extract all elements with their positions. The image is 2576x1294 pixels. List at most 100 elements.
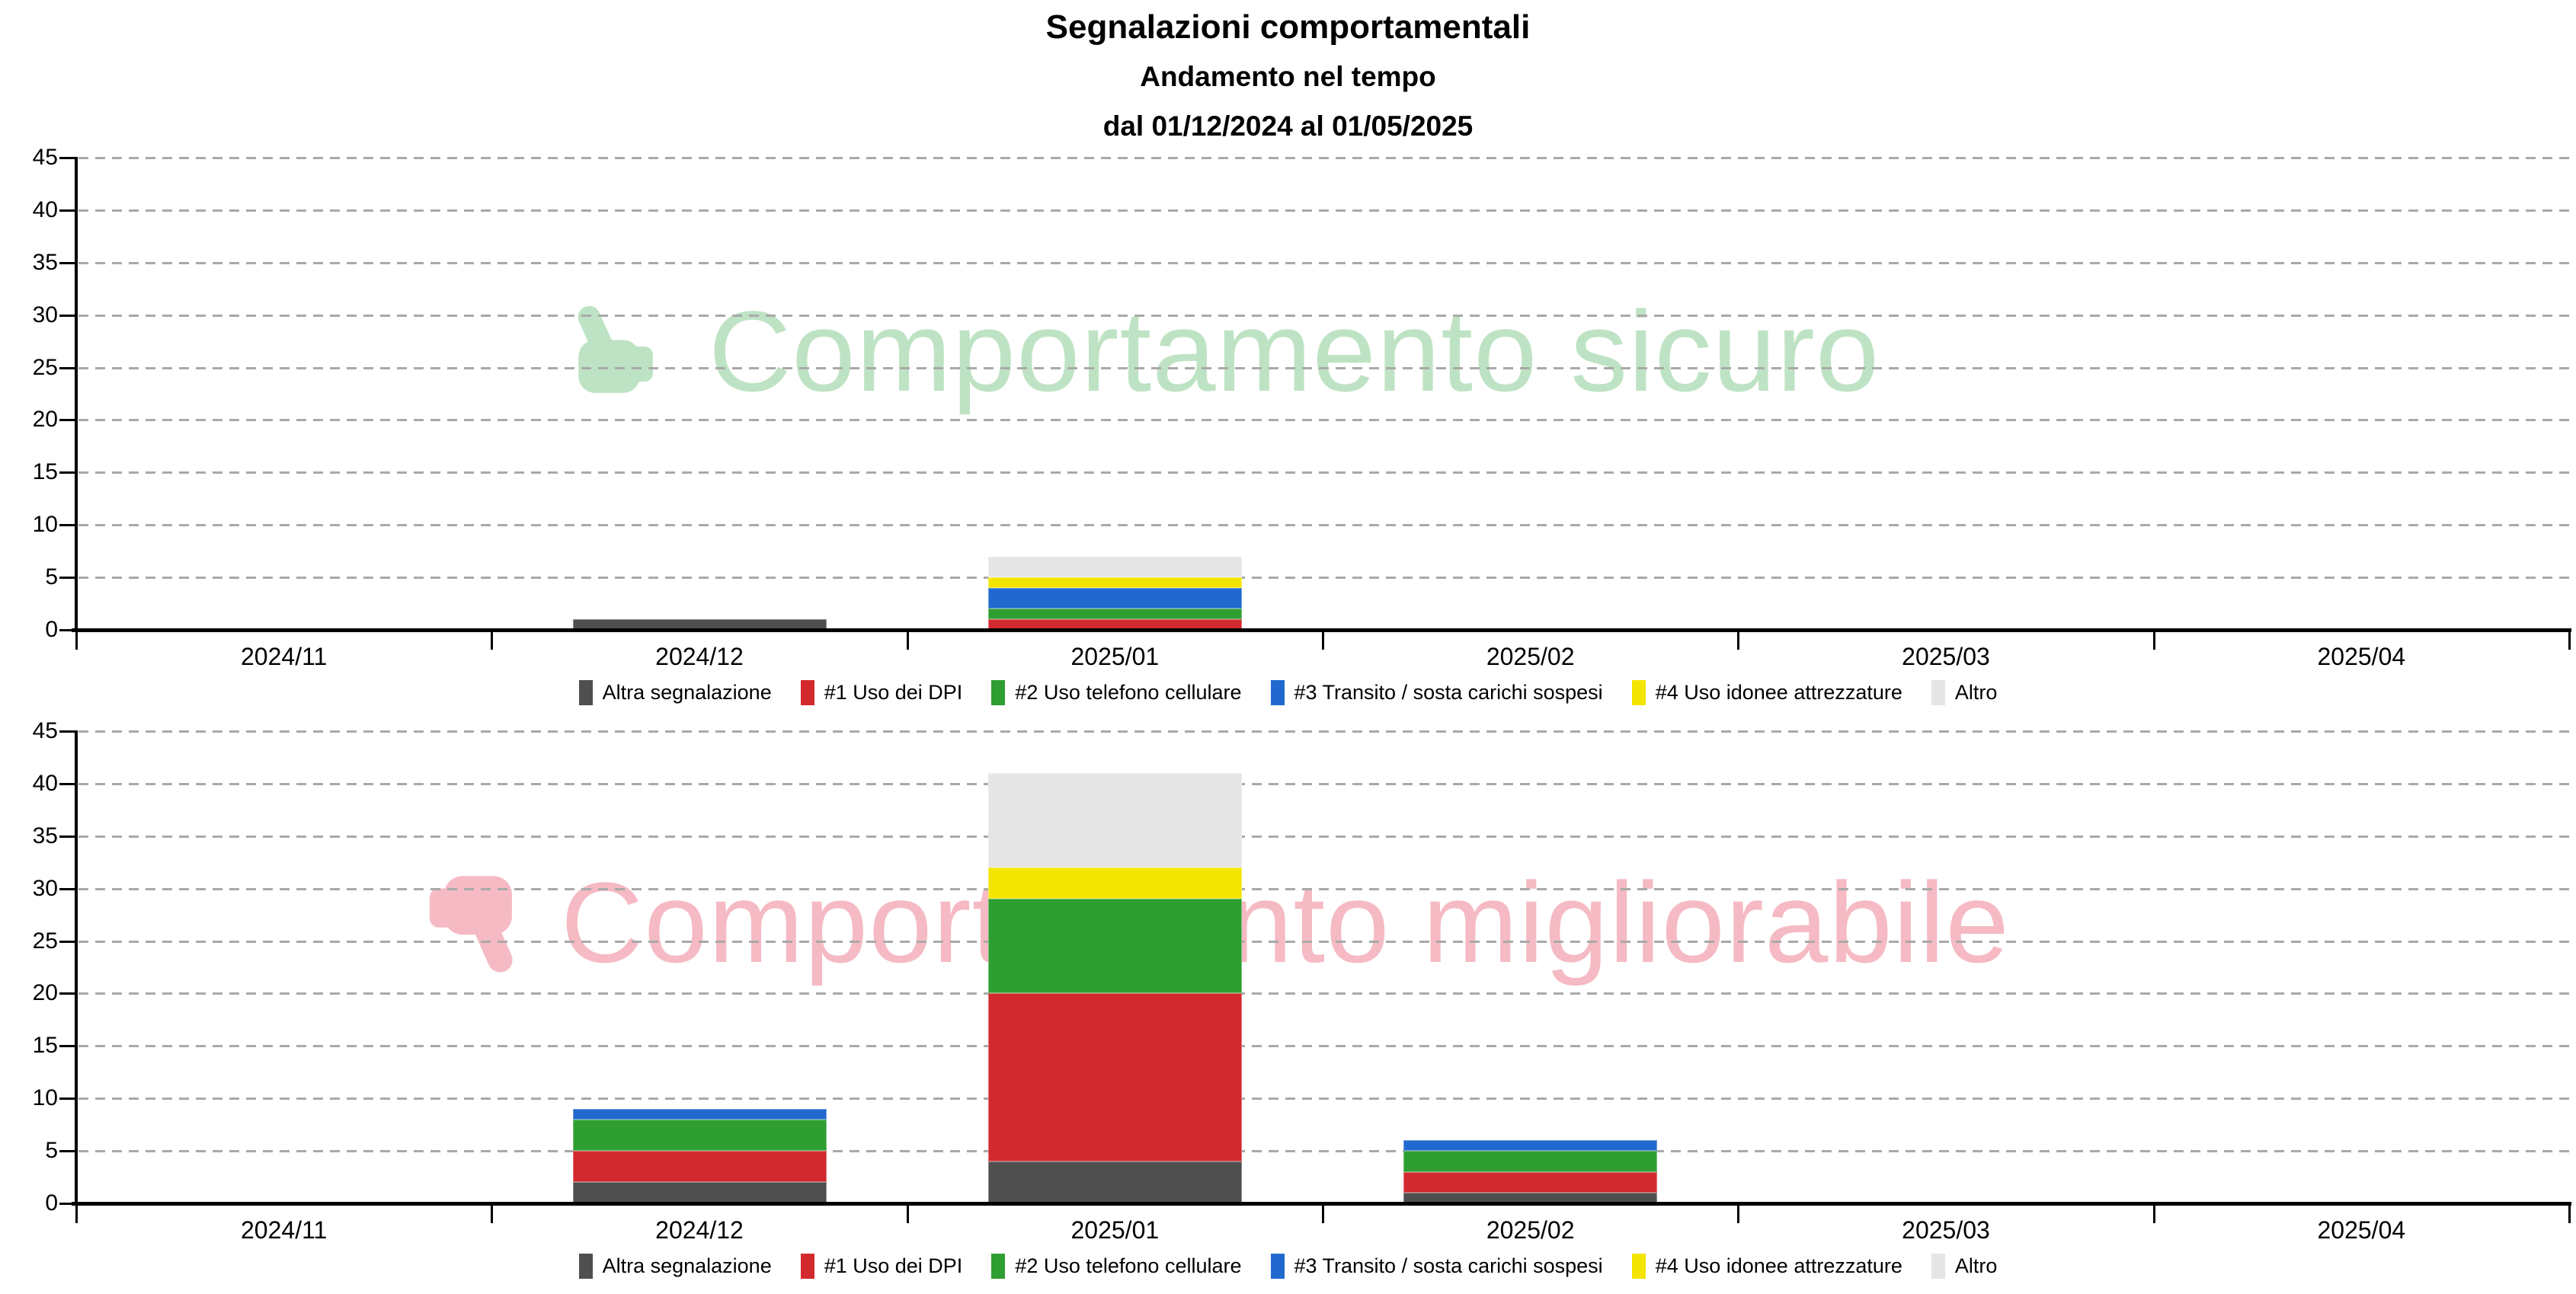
y-axis-label: 0 <box>45 1190 58 1216</box>
legend-item[interactable]: #3 Transito / sosta carichi sospesi <box>1270 1254 1603 1279</box>
legend-swatch-icon <box>1931 1254 1945 1279</box>
gridline <box>78 1045 2569 1048</box>
legend-item[interactable]: Altro <box>1931 680 1997 705</box>
x-axis-tick <box>2152 631 2155 650</box>
legend-item[interactable]: Altro <box>1931 1254 1997 1279</box>
x-axis-tick <box>906 631 909 650</box>
x-axis-tick <box>75 631 78 650</box>
legend-item[interactable]: #2 Uso telefono cellulare <box>991 1254 1242 1279</box>
legend-label: Altra segnalazione <box>602 681 772 704</box>
legend-swatch-icon <box>1270 1254 1285 1279</box>
legend-item[interactable]: Altra segnalazione <box>578 680 772 705</box>
y-axis-tick <box>59 835 76 838</box>
legend-swatch-icon <box>1270 680 1285 705</box>
x-axis-label: 2025/01 <box>1070 1216 1160 1244</box>
bar-segment[interactable] <box>1403 1151 1658 1172</box>
legend-swatch-icon <box>1931 680 1945 705</box>
legend-label: #4 Uso idonee attrezzature <box>1655 681 1902 704</box>
bar-segment[interactable] <box>987 1161 1242 1203</box>
x-axis-label: 2025/01 <box>1070 643 1160 670</box>
x-axis-tick <box>2152 1205 2155 1223</box>
y-axis-tick <box>59 209 76 212</box>
gridline <box>78 887 2569 890</box>
y-axis-tick <box>59 940 76 943</box>
x-axis-line <box>72 628 2571 632</box>
y-axis-label: 20 <box>32 980 58 1006</box>
y-axis-label: 5 <box>45 564 58 590</box>
y-axis-tick <box>59 1098 76 1101</box>
bar-segment[interactable] <box>1403 1171 1658 1193</box>
x-axis-tick <box>491 1205 494 1223</box>
y-axis-tick <box>59 782 76 785</box>
gridline <box>78 209 2569 212</box>
y-axis-label: 25 <box>32 354 58 380</box>
y-axis-label: 35 <box>32 249 58 275</box>
x-axis-tick <box>491 631 494 650</box>
bar-segment[interactable] <box>987 867 1242 899</box>
watermark-safe: Comportamento sicuro <box>573 283 1880 419</box>
bar-segment[interactable] <box>1403 1193 1658 1203</box>
x-axis-tick <box>1322 631 1324 650</box>
y-axis-tick <box>59 471 76 474</box>
bar-segment[interactable] <box>1403 1140 1658 1152</box>
y-axis-tick <box>59 1150 76 1153</box>
legend-item[interactable]: #3 Transito / sosta carichi sospesi <box>1270 680 1603 705</box>
y-axis-tick <box>59 419 76 422</box>
legend-swatch-icon <box>578 680 593 705</box>
gridline <box>78 940 2569 943</box>
legend-item[interactable]: #4 Uso idonee attrezzature <box>1631 1254 1902 1279</box>
page-subtitle: Andamento nel tempo <box>1140 61 1436 92</box>
legend-swatch-icon <box>991 1254 1006 1279</box>
watermark-text: Comportamento sicuro <box>709 287 1880 415</box>
y-axis-label: 25 <box>32 928 58 954</box>
legend-label: #1 Uso dei DPI <box>824 1254 963 1277</box>
bar-segment[interactable] <box>987 587 1242 609</box>
bar-segment[interactable] <box>987 899 1242 994</box>
y-axis-tick <box>59 261 76 264</box>
bar-segment[interactable] <box>987 619 1242 630</box>
thumbs-up-icon <box>578 305 653 393</box>
y-axis-label: 35 <box>32 823 58 848</box>
gridline <box>78 730 2569 733</box>
x-axis-label: 2025/03 <box>1902 643 1990 670</box>
legend-item[interactable]: #1 Uso dei DPI <box>800 1254 963 1279</box>
gridline <box>78 261 2569 264</box>
bar-segment[interactable] <box>572 1109 827 1120</box>
bar-segment[interactable] <box>987 556 1242 578</box>
gridline <box>78 314 2569 317</box>
y-axis-label: 15 <box>32 1033 58 1059</box>
bar-segment[interactable] <box>987 609 1242 620</box>
bar-segment[interactable] <box>987 577 1242 588</box>
bar-segment[interactable] <box>572 1151 827 1183</box>
legend-label: #2 Uso telefono cellulare <box>1015 1254 1242 1277</box>
legend-item[interactable]: #4 Uso idonee attrezzature <box>1631 680 1902 705</box>
bar-segment[interactable] <box>572 1119 827 1152</box>
x-axis-label: 2024/12 <box>655 643 744 670</box>
x-axis-label: 2025/02 <box>1486 1216 1575 1244</box>
gridline <box>78 835 2569 838</box>
legend-item[interactable]: #1 Uso dei DPI <box>800 680 962 705</box>
bar-segment[interactable] <box>572 619 827 630</box>
y-axis-label: 30 <box>32 875 58 901</box>
legend-item[interactable]: #2 Uso telefono cellulare <box>991 680 1242 705</box>
gridline <box>78 577 2569 580</box>
y-axis-label: 45 <box>32 145 58 170</box>
legend-swatch-icon <box>991 680 1006 705</box>
x-axis-tick <box>1737 1205 1740 1223</box>
y-axis-tick <box>59 314 76 317</box>
gridline <box>78 157 2569 159</box>
gridline <box>78 782 2569 785</box>
x-axis-tick <box>1322 1205 1324 1223</box>
y-axis-tick <box>59 629 76 631</box>
y-axis-label: 40 <box>32 770 58 796</box>
bar-segment[interactable] <box>987 993 1242 1161</box>
bar-segment[interactable] <box>987 773 1242 868</box>
y-axis-label: 15 <box>32 459 58 485</box>
legend-item[interactable]: Altra segnalazione <box>578 1254 772 1279</box>
legend-label: #4 Uso idonee attrezzature <box>1655 1254 1902 1277</box>
watermark-improvable: Comportamento migliorabile <box>415 855 2010 990</box>
x-axis-tick <box>1737 631 1740 650</box>
bar-segment[interactable] <box>572 1182 827 1203</box>
y-axis-line <box>75 730 78 1203</box>
legend-label: #3 Transito / sosta carichi sospesi <box>1294 1254 1603 1277</box>
